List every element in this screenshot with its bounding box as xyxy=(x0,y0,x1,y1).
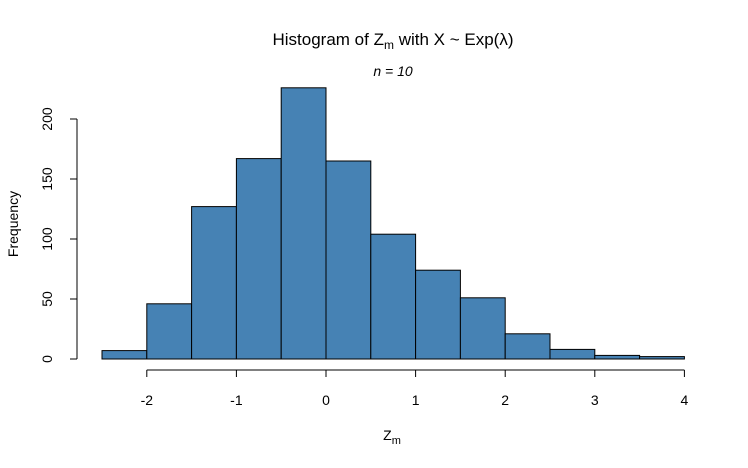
x-tick-label: -2 xyxy=(141,392,154,408)
y-axis: 0 50 100 150 200 xyxy=(39,107,78,363)
x-tick-label: -1 xyxy=(230,392,243,408)
histogram-bar-7 xyxy=(415,269,461,360)
x-axis: -2 -1 0 1 2 3 4 xyxy=(141,369,689,408)
histogram-bar-0 xyxy=(101,350,148,360)
histogram-bar-1 xyxy=(146,303,193,360)
y-tick-label: 150 xyxy=(39,167,55,191)
y-tick-label: 100 xyxy=(39,227,55,251)
x-tick-label: 4 xyxy=(681,392,689,408)
x-tick-label: 1 xyxy=(412,392,420,408)
histogram-bar-2 xyxy=(191,206,237,360)
y-tick-label: 200 xyxy=(39,107,55,131)
x-tick-label: 2 xyxy=(501,392,509,408)
bars-group xyxy=(101,87,685,360)
histogram-bar-3 xyxy=(235,158,282,360)
y-tick-label: 0 xyxy=(39,355,55,363)
chart-subtitle: n = 10 xyxy=(373,63,413,79)
y-tick-label: 50 xyxy=(39,291,55,307)
histogram-bar-8 xyxy=(459,297,506,360)
histogram-bar-10 xyxy=(549,348,596,360)
y-axis-label: Frequency xyxy=(5,191,21,257)
histogram-bar-5 xyxy=(325,160,372,360)
histogram-bar-12 xyxy=(639,356,685,360)
histogram-bar-6 xyxy=(370,233,417,360)
x-axis-label: Zm xyxy=(383,427,401,447)
x-tick-label: 0 xyxy=(322,392,330,408)
chart-title: Histogram of Zm with X ~ Exp(λ) xyxy=(273,30,514,52)
x-tick-label: 3 xyxy=(591,392,599,408)
histogram-bar-4 xyxy=(280,87,327,360)
histogram-bar-9 xyxy=(504,333,551,360)
histogram-bar-11 xyxy=(594,354,641,360)
